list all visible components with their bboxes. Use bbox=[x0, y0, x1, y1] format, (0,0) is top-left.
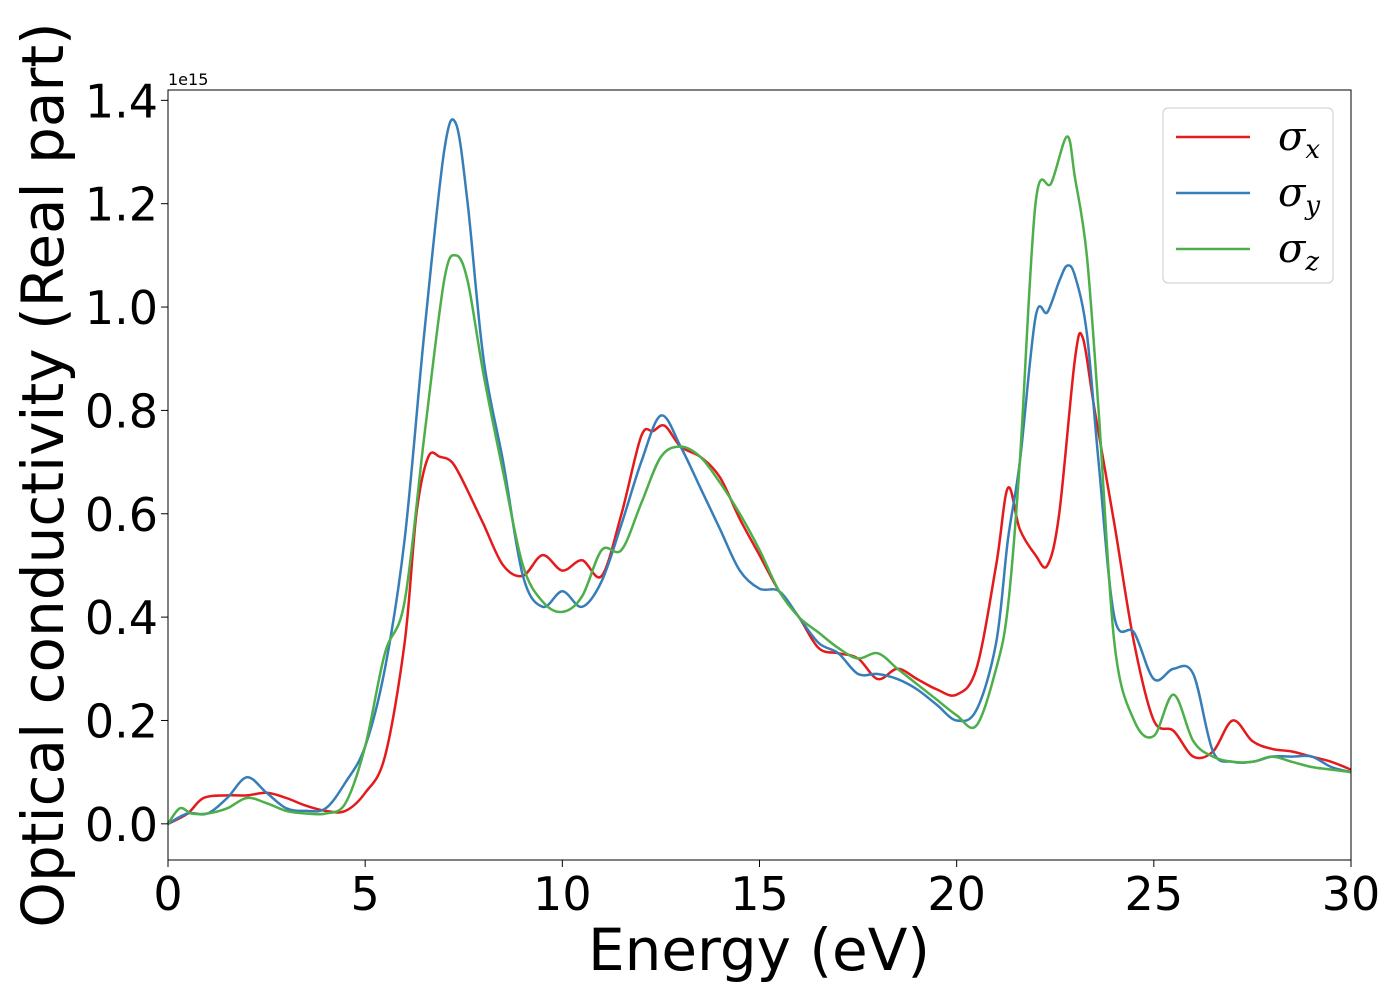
x-axis-label: Energy (eV) bbox=[588, 916, 930, 984]
series-line-z bbox=[166, 135, 1352, 825]
y-tick-label: 0.0 bbox=[85, 798, 158, 852]
y-tick-label: 0.4 bbox=[85, 591, 158, 645]
y-tick-label: 0.6 bbox=[85, 488, 158, 542]
legend-label-y: σy bbox=[1278, 170, 1320, 221]
y-tick-label: 1.0 bbox=[85, 281, 158, 335]
y-tick-label: 1.4 bbox=[85, 74, 158, 128]
plot-area bbox=[168, 90, 1351, 860]
series-line-x bbox=[167, 331, 1352, 825]
y-axis-offset-label: 1e15 bbox=[168, 70, 208, 89]
y-tick-label: 0.8 bbox=[85, 384, 158, 438]
x-tick-label: 15 bbox=[730, 867, 789, 921]
x-tick-label: 25 bbox=[1125, 867, 1184, 921]
y-tick-label: 1.2 bbox=[85, 178, 158, 232]
series-layer bbox=[166, 118, 1352, 825]
x-tick-label: 0 bbox=[153, 867, 182, 921]
y-axis-label: Optical conductivity (Real part) bbox=[9, 22, 77, 927]
x-axis-ticks: 0 5 10 15 20 25 30 bbox=[153, 860, 1380, 921]
legend-box bbox=[1162, 107, 1334, 284]
x-tick-label: 10 bbox=[533, 867, 592, 921]
x-tick-label: 30 bbox=[1322, 867, 1381, 921]
x-tick-label: 5 bbox=[351, 867, 380, 921]
y-axis-ticks: 0.0 0.2 0.4 0.6 0.8 1.0 1.2 1.4 bbox=[85, 74, 168, 852]
x-tick-label: 20 bbox=[927, 867, 986, 921]
y-tick-label: 0.2 bbox=[85, 694, 158, 748]
